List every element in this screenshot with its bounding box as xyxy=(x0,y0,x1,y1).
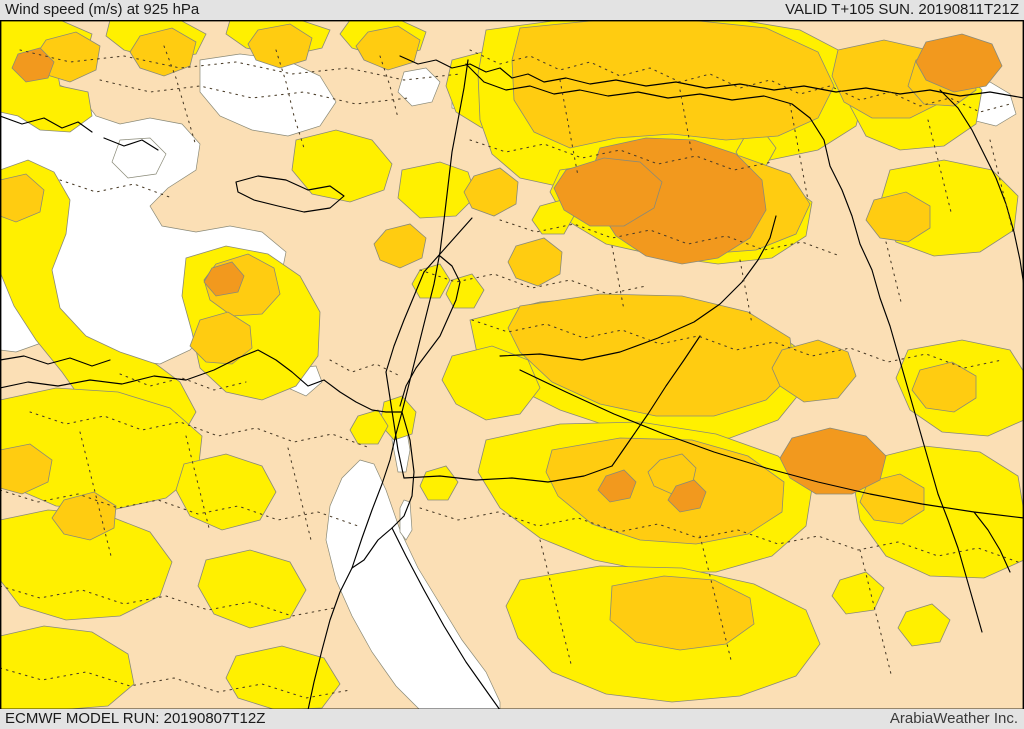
admin-boundary-layer xyxy=(0,45,1019,699)
credit-label: ArabiaWeather Inc. xyxy=(889,710,1018,727)
contour-band-orange xyxy=(11,33,1003,513)
model-run-label: ECMWF MODEL RUN: 20190807T12Z xyxy=(5,710,266,727)
valid-time-label: VALID T+105 SUN. 20190811T21Z xyxy=(785,1,1019,18)
map-canvas[interactable] xyxy=(0,20,1024,710)
wind-speed-contour-map[interactable] xyxy=(0,20,1024,710)
coastline-layer xyxy=(0,55,1024,710)
footer-bar: ECMWF MODEL RUN: 20190807T12Z ArabiaWeat… xyxy=(0,709,1024,729)
page-title: Wind speed (m/s) at 925 hPa xyxy=(5,1,200,18)
header-bar: Wind speed (m/s) at 925 hPa VALID T+105 … xyxy=(0,0,1024,20)
